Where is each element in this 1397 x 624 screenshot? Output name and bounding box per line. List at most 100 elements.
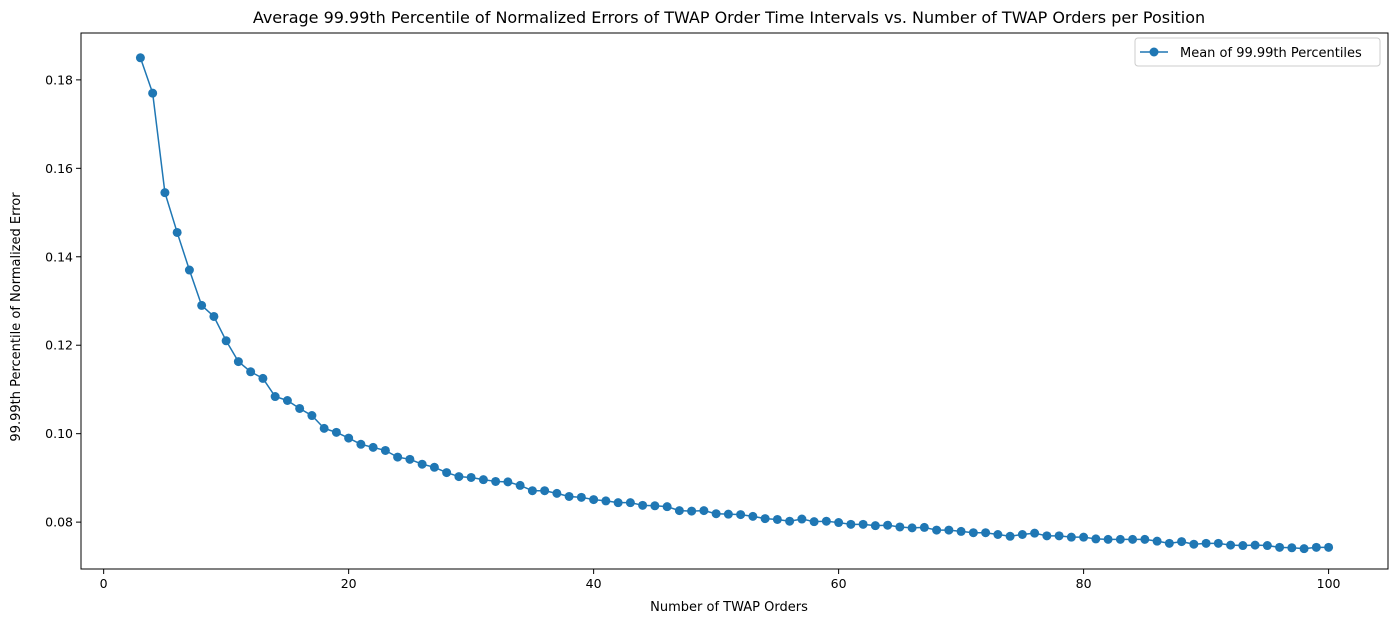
data-point-marker [393,452,403,462]
data-point-marker [368,442,378,452]
data-point-marker [589,495,599,505]
data-point-marker [834,518,844,528]
data-point-marker [748,511,758,521]
data-point-marker [674,506,684,516]
data-point-marker [466,472,476,482]
data-point-marker [797,514,807,524]
data-point-marker [760,514,770,524]
data-point-marker [1299,544,1309,554]
data-point-marker [785,516,795,526]
data-point-marker [650,501,660,511]
data-point-marker [270,392,280,402]
data-point-marker [1324,542,1334,552]
data-point-marker [515,480,525,490]
y-tick-label: 0.12 [45,338,73,353]
data-point-marker [613,498,623,508]
data-point-marker [233,357,243,367]
data-point-marker [319,423,329,433]
data-point-marker [711,509,721,519]
data-point-marker [1311,542,1321,552]
data-point-marker [1103,534,1113,544]
data-point-marker [172,227,182,237]
data-point-marker [736,510,746,520]
data-point-marker [148,88,158,98]
x-tick-label: 80 [1076,576,1092,591]
data-point-marker [1017,530,1027,539]
data-point-marker [601,496,611,506]
data-point-marker [1275,542,1285,552]
y-tick-label: 0.08 [45,515,73,530]
x-axis-label: Number of TWAP Orders [650,600,808,615]
data-point-marker [552,488,562,498]
data-point-marker [405,454,415,464]
data-point-marker [295,403,305,413]
data-point-marker [454,472,464,482]
data-point-marker [944,525,954,535]
legend-box [1134,37,1381,67]
x-tick-label: 40 [586,576,602,591]
data-point-marker [503,477,513,487]
data-point-marker [846,519,856,529]
data-point-marker [221,336,231,346]
data-point-marker [1213,538,1223,548]
data-point-marker [895,522,905,532]
data-point-marker [883,520,893,530]
data-point-marker [160,188,170,198]
data-point-marker [307,411,317,421]
legend-marker-sample [1149,47,1159,57]
data-point-marker [1115,534,1125,544]
data-point-marker [821,516,831,526]
data-point-marker [576,492,586,502]
data-point-marker [723,509,733,519]
y-tick-label: 0.16 [45,161,73,176]
plot-area: 0 20 40 60 80 100 0.08 0.10 0.12 0.14 0.16 0.18 [45,32,1389,591]
data-point-marker [246,367,256,377]
data-point-marker [1066,532,1076,542]
x-tick-label: 60 [831,576,847,591]
x-tick-label: 20 [341,576,357,591]
data-point-marker [1005,531,1015,541]
legend: Mean of 99.99th Percentiles [1134,37,1381,67]
y-tick-label: 0.18 [45,72,73,87]
data-point-marker [968,528,978,538]
data-point-marker [258,373,268,383]
data-point-marker [1079,532,1089,542]
data-point-marker [442,468,452,478]
x-tick-label: 100 [1317,576,1341,591]
data-point-marker [417,459,427,469]
series-line [139,57,1329,550]
data-point-marker [331,427,341,437]
data-point-marker [687,506,697,516]
data-point-marker [1140,534,1150,544]
data-point-marker [1262,541,1272,551]
data-point-marker [858,519,868,529]
y-tick-label: 0.10 [45,426,73,441]
data-point-marker [870,521,880,531]
data-point-marker [809,517,819,527]
data-point-marker [907,523,917,533]
data-point-marker [344,433,354,443]
data-point-marker [564,491,574,501]
y-axis-label: 99.99th Percentile of Normalized Error [9,192,24,442]
data-point-marker [197,300,207,310]
data-point-marker [184,265,194,275]
data-point-marker [1054,531,1064,541]
x-tick-label: 0 [100,576,108,591]
data-point-marker [1177,537,1187,547]
data-point-marker [1226,540,1236,550]
data-point-marker [1201,538,1211,548]
data-point-marker [429,462,439,472]
data-point-marker [956,526,966,536]
data-point-marker [1152,536,1162,546]
data-point-marker [478,475,488,485]
data-point-marker [1287,543,1297,553]
data-point-marker [662,502,672,512]
plot-frame [80,32,1389,570]
data-point-marker [1250,540,1260,550]
data-point-marker [209,311,219,321]
data-point-marker [540,486,550,496]
data-point-marker [625,498,635,508]
data-point-marker [932,525,942,535]
